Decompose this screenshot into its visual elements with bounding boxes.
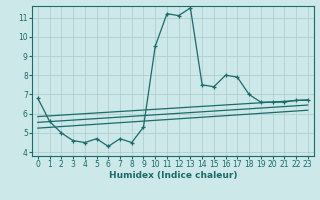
X-axis label: Humidex (Indice chaleur): Humidex (Indice chaleur) <box>108 171 237 180</box>
